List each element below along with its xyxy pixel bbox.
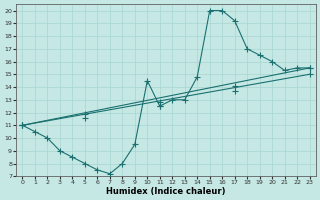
X-axis label: Humidex (Indice chaleur): Humidex (Indice chaleur): [106, 187, 226, 196]
